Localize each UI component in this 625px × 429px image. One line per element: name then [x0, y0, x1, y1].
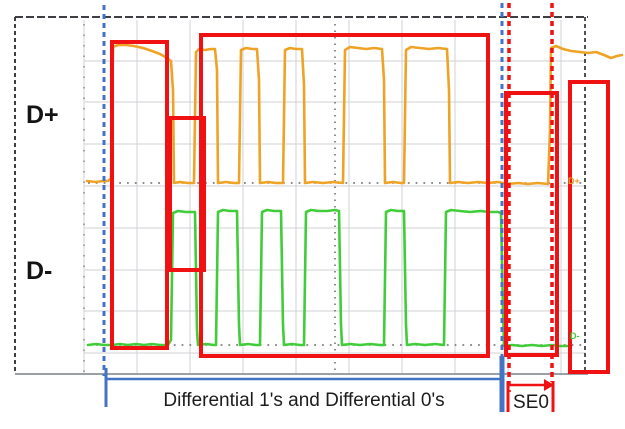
- differential-region-caption: Differential 1's and Differential 0's: [163, 390, 445, 411]
- se0-region-caption: SE0: [513, 392, 549, 413]
- d-minus-trace-marker: D-: [570, 331, 580, 341]
- d-plus-trace-marker: D+: [568, 176, 580, 186]
- d-minus-channel-label: D-: [26, 257, 53, 285]
- d-plus-channel-label: D+: [26, 101, 59, 129]
